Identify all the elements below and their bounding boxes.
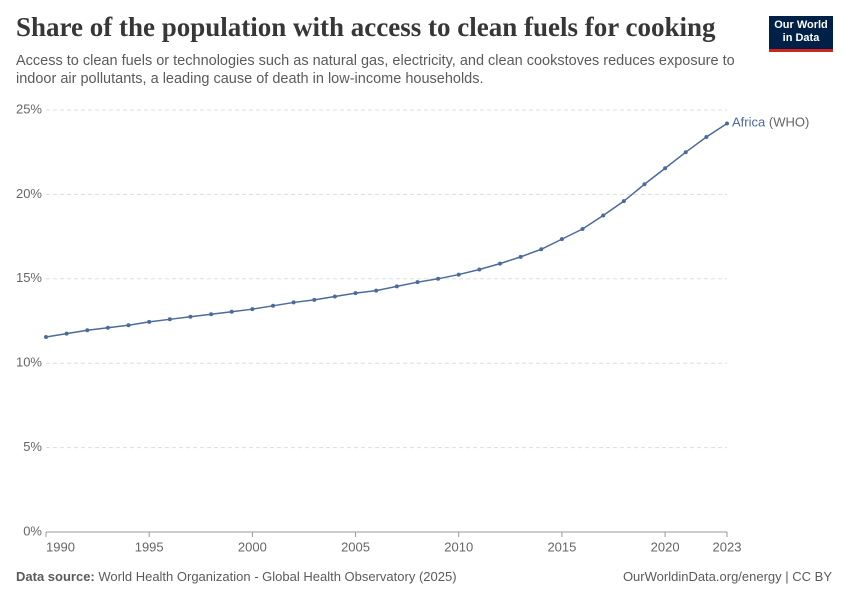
point — [683, 150, 688, 155]
x-tick-label: 2015 — [547, 539, 576, 554]
point — [663, 166, 668, 171]
point — [209, 312, 214, 317]
point — [539, 247, 544, 252]
series-name: Africa — [732, 115, 766, 130]
point — [559, 237, 564, 242]
y-tick-label: 5% — [23, 439, 42, 454]
x-tick-label: 1995 — [135, 539, 164, 554]
x-tick-label: 2005 — [341, 539, 370, 554]
point — [498, 261, 502, 266]
y-tick-label: 10% — [16, 355, 42, 370]
point — [312, 297, 317, 302]
point — [394, 284, 399, 289]
title: Share of the population with access to c… — [16, 12, 716, 42]
x-tick-label: 2000 — [238, 539, 267, 554]
point — [580, 227, 585, 232]
y-tick-label: 0% — [23, 523, 42, 538]
point — [250, 307, 255, 312]
point — [353, 291, 358, 296]
y-tick-label: 20% — [16, 186, 42, 201]
point — [704, 135, 709, 140]
point — [229, 309, 234, 314]
series-label: Africa (WHO) — [732, 115, 809, 130]
point — [291, 300, 296, 305]
point — [167, 317, 172, 322]
source-label: Data source: — [16, 569, 95, 584]
logo-line: Our World — [774, 19, 828, 31]
point — [126, 323, 131, 328]
y-tick-label: 25% — [16, 101, 42, 116]
point — [436, 276, 441, 281]
point — [415, 280, 420, 285]
point — [64, 331, 69, 336]
point — [188, 314, 193, 319]
point — [332, 294, 337, 299]
point — [44, 335, 48, 340]
x-tick-label: 1990 — [46, 539, 75, 554]
logo[interactable]: Our World in Data — [769, 16, 833, 52]
point — [642, 182, 647, 187]
x-tick-label: 2020 — [651, 539, 680, 554]
point — [477, 267, 482, 272]
point — [725, 121, 729, 126]
point — [456, 272, 461, 277]
footer-url[interactable]: OurWorldinData.org/energy | CC BY — [622, 569, 832, 584]
point — [518, 254, 523, 259]
point — [147, 319, 152, 324]
point — [85, 328, 90, 333]
logo-line: in Data — [782, 32, 820, 44]
line — [45, 122, 728, 338]
x-tick-label: 2023 — [713, 539, 742, 554]
point — [621, 199, 626, 204]
source[interactable]: World Health Organization - Global Healt… — [98, 569, 457, 584]
footer-source: Data source: World Health Organization -… — [16, 569, 457, 584]
subtitle: Access to clean fuels or technologies su… — [16, 53, 735, 87]
point — [105, 325, 110, 330]
point — [271, 303, 275, 308]
series-note: (WHO) — [769, 115, 809, 130]
x-tick-label: 2010 — [444, 539, 473, 554]
point — [601, 213, 606, 218]
point — [374, 288, 379, 293]
y-tick-label: 15% — [16, 270, 42, 285]
